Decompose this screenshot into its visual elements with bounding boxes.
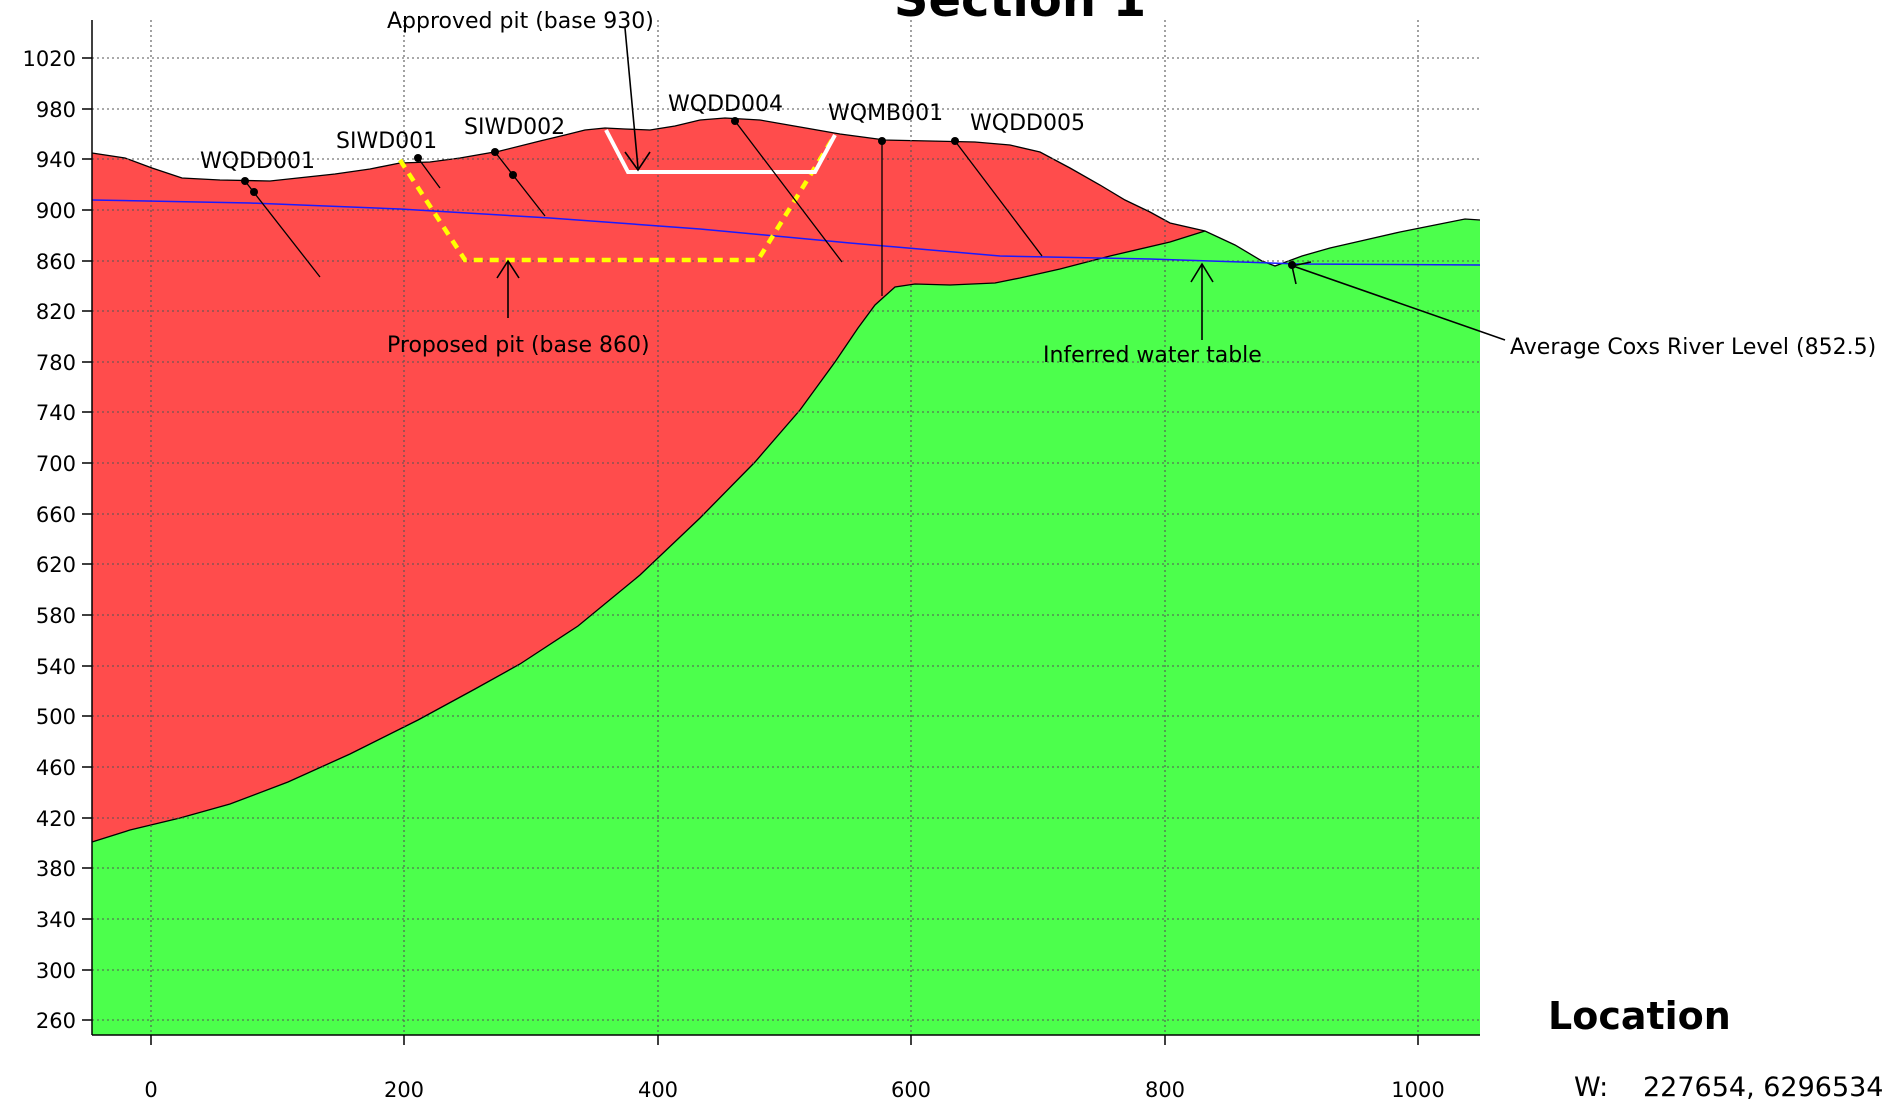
x-tick-label: 200 [384, 1078, 424, 1102]
y-tick-label: 300 [36, 959, 76, 983]
y-tick-label: 500 [36, 705, 76, 729]
y-axis-labels: 1020 980 940 900 860 820 780 740 700 660… [23, 47, 76, 1033]
section-title: Section 1 [894, 0, 1146, 28]
bore-label: WQMB001 [828, 101, 943, 126]
y-tick-label: 580 [36, 604, 76, 628]
location-coords-prefix: W: [1574, 1072, 1608, 1103]
location-coords-value: 227654, 6296534 [1643, 1072, 1883, 1103]
y-tick-label: 380 [36, 857, 76, 881]
y-tick-label: 820 [36, 300, 76, 324]
y-tick-label: 540 [36, 655, 76, 679]
y-tick-label: 460 [36, 756, 76, 780]
y-tick-label: 740 [36, 401, 76, 425]
y-tick-label: 860 [36, 250, 76, 274]
x-tick-label: 800 [1145, 1078, 1185, 1102]
x-tick-label: 1000 [1391, 1078, 1444, 1102]
water-table-label: Inferred water table [1043, 343, 1262, 368]
bore-label: SIWD001 [336, 129, 437, 154]
river-level-label: Average Coxs River Level (852.5) [1510, 335, 1876, 360]
x-axis-labels: 0 200 400 600 800 1000 [144, 1078, 1444, 1102]
location-heading: Location [1548, 994, 1731, 1038]
y-tick-label: 260 [36, 1009, 76, 1033]
y-tick-label: 900 [36, 199, 76, 223]
bore-label: SIWD002 [464, 115, 565, 140]
y-tick-label: 660 [36, 503, 76, 527]
x-tick-label: 0 [144, 1078, 157, 1102]
y-tick-label: 340 [36, 908, 76, 932]
y-tick-label: 780 [36, 351, 76, 375]
x-tick-label: 400 [638, 1078, 678, 1102]
y-axis-ticks [82, 58, 92, 1020]
y-tick-label: 1020 [23, 47, 76, 71]
y-tick-label: 700 [36, 452, 76, 476]
proposed-pit-label: Proposed pit (base 860) [387, 333, 650, 358]
y-tick-label: 980 [36, 98, 76, 122]
bore-label: WQDD001 [200, 149, 315, 174]
y-tick-label: 420 [36, 807, 76, 831]
x-axis-ticks [151, 1035, 1418, 1045]
bore-label: WQDD005 [970, 111, 1085, 136]
y-tick-label: 940 [36, 148, 76, 172]
bore-label: WQDD004 [668, 92, 783, 117]
approved-pit-label: Approved pit (base 930) [387, 9, 654, 34]
x-tick-label: 600 [891, 1078, 931, 1102]
y-tick-label: 620 [36, 553, 76, 577]
